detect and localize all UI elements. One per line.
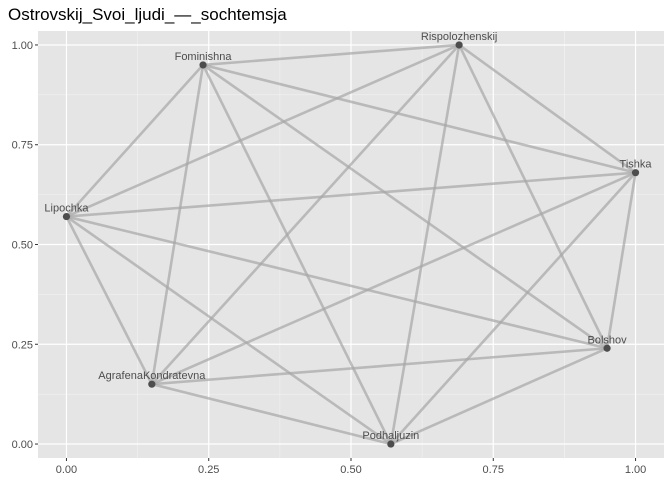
edge-agrafenakondratevna-podhaljuzin [151,382,392,446]
node-label-rispolozhenskij: Rispolozhenskij [421,31,497,43]
y-tick-label: 0.25 [12,339,33,351]
y-tick-label: 1.00 [12,40,33,52]
node-label-lipochka: Lipochka [44,203,89,215]
x-axis: 0.00 0.25 0.50 0.75 1.00 [56,458,646,476]
node-lipochka [62,212,71,221]
edge-rispolozhenskij-agrafenakondratevna [150,44,461,386]
edge-rispolozhenskij-lipochka [65,43,460,218]
edge-fominishna-agrafenakondratevna [150,64,205,385]
node-label-fominishna: Fominishna [175,51,233,63]
network-edges [65,43,637,446]
node-rispolozhenskij [455,41,463,49]
y-tick-label: 0.75 [12,140,33,152]
network-nodes [62,41,640,448]
edge-tishka-podhaljuzin [389,171,637,445]
edge-lipochka-agrafenakondratevna [65,215,153,385]
edge-lipochka-podhaljuzin [65,215,392,446]
edge-rispolozhenskij-podhaljuzin [389,44,461,445]
node-tishka [631,169,640,177]
node-label-podhaljuzin: Podhaljuzin [362,430,419,442]
node-fominishna [199,61,207,69]
node-bolshov [603,344,611,352]
edge-fominishna-podhaljuzin [201,64,393,445]
node-labels: Rispolozhenskij Fominishna Tishka Lipochka B… [44,31,652,442]
edge-bolshov-agrafenakondratevna [151,346,608,386]
x-tick-label: 0.25 [198,464,219,476]
grid-major [38,31,664,458]
x-tick-label: 1.00 [625,464,646,476]
x-tick-label: 0.50 [340,464,361,476]
edge-lipochka-bolshov [66,215,608,350]
edge-tishka-bolshov [605,172,637,349]
chart-title: Ostrovskij_Svoi_ljudi_—_sochtemsja [8,5,287,24]
y-tick-label: 0.00 [12,439,33,451]
node-label-tishka: Tishka [620,159,653,171]
edge-fominishna-tishka [202,63,636,174]
y-tick-label: 0.50 [12,240,33,252]
x-tick-label: 0.00 [56,464,77,476]
x-tick-label: 0.75 [483,464,504,476]
edge-tishka-lipochka [66,171,636,218]
edge-fominishna-bolshov [202,63,608,350]
edge-rispolozhenskij-bolshov [457,44,609,349]
edge-rispolozhenskij-fominishna [202,43,460,67]
y-axis: 0.00 0.25 0.50 0.75 1.00 [12,40,38,451]
edge-rispolozhenskij-tishka [458,43,637,174]
node-label-agrafenakondratevna: AgrafenaKondratevna [98,370,206,382]
node-podhaljuzin [387,440,395,448]
node-agrafenakondratevna [148,380,156,388]
edge-bolshov-podhaljuzin [390,347,608,446]
edge-fominishna-lipochka [65,64,205,218]
edge-tishka-agrafenakondratevna [151,171,637,386]
node-label-bolshov: Bolshov [588,334,628,346]
